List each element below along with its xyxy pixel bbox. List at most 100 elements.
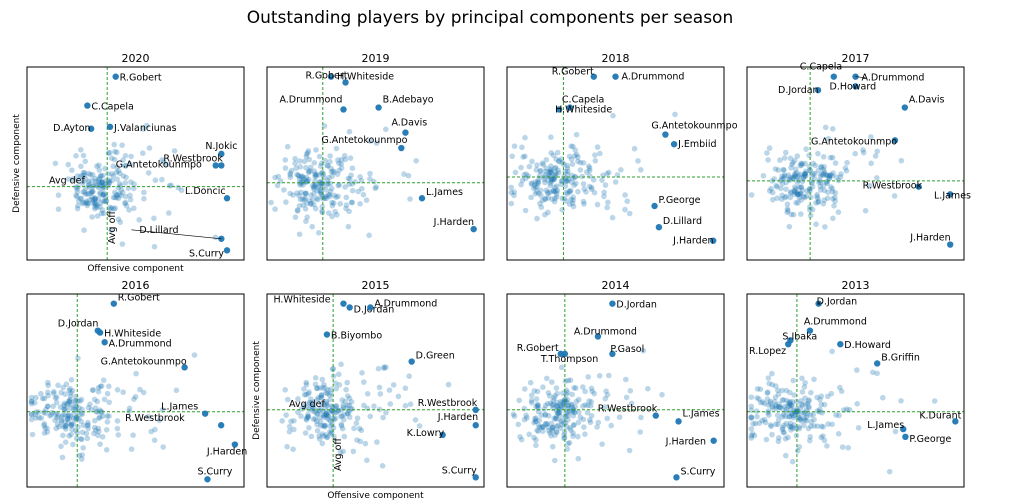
player-point: [784, 209, 790, 216]
player-label: B.Adebayo: [383, 95, 434, 106]
player-point: [337, 201, 344, 207]
player-point: [318, 404, 324, 411]
player-point: [130, 432, 136, 439]
player-point: [319, 194, 326, 200]
player-point: [518, 436, 525, 443]
player-point: [547, 182, 553, 189]
player-point: [80, 445, 86, 451]
player-point: [300, 174, 307, 181]
player-label: C.Capela: [562, 95, 604, 106]
player-point: [298, 173, 305, 180]
player-point: [868, 134, 874, 140]
player-point: [275, 173, 282, 180]
player-point: [145, 413, 152, 420]
player-point: [821, 169, 828, 175]
player-point: [166, 183, 173, 189]
player-point: [631, 145, 638, 152]
player-point: [886, 468, 893, 475]
player-point: [287, 172, 294, 178]
player-point: [78, 163, 84, 170]
player-point: [296, 176, 303, 182]
player-point: [43, 406, 49, 413]
player-point: [76, 198, 82, 204]
player-point: [799, 161, 806, 167]
player-point: [357, 174, 363, 180]
player-point: [304, 200, 310, 207]
player-point: [799, 402, 806, 409]
player-point: [778, 196, 785, 202]
player-point: [523, 412, 529, 419]
player-point: [49, 409, 55, 416]
player-point: [324, 411, 330, 418]
player-point: [114, 194, 120, 201]
player-point: [542, 412, 548, 418]
player-point: [341, 412, 348, 418]
player-point: [332, 208, 338, 215]
player-point: [311, 401, 318, 408]
player-point: [810, 171, 817, 177]
player-point: [112, 194, 118, 201]
player-point: [74, 205, 81, 212]
player-point: [775, 403, 782, 410]
player-point: [779, 192, 785, 199]
player-label: D.Jordan: [616, 300, 657, 311]
player-point: [794, 153, 801, 159]
player-point: [522, 386, 528, 392]
player-point: [84, 435, 91, 442]
player-point: [99, 434, 106, 440]
player-point: [390, 382, 397, 388]
player-point-highlight: [902, 433, 909, 441]
player-point: [532, 184, 539, 191]
player-point: [824, 195, 831, 201]
player-point: [342, 398, 349, 405]
player-point: [314, 427, 321, 434]
player-point: [122, 200, 128, 207]
player-point: [829, 196, 836, 202]
player-point: [565, 412, 571, 419]
player-point: [111, 156, 118, 163]
player-point: [291, 418, 297, 424]
player-point: [92, 201, 99, 208]
player-point: [811, 423, 817, 429]
player-point: [838, 171, 844, 177]
player-point: [588, 413, 595, 419]
player-point: [105, 171, 111, 177]
player-point: [769, 381, 776, 388]
player-point: [316, 172, 322, 178]
player-point: [323, 403, 330, 409]
player-point: [833, 412, 839, 418]
player-point: [772, 166, 779, 172]
player-point: [820, 166, 827, 173]
player-point: [802, 173, 809, 179]
player-point: [812, 162, 819, 169]
player-point: [931, 398, 938, 404]
player-point: [298, 189, 304, 196]
player-point: [771, 176, 778, 182]
player-point: [565, 402, 571, 409]
player-point: [792, 189, 799, 196]
player-point: [773, 383, 779, 389]
player-point: [74, 189, 81, 195]
player-point: [831, 203, 837, 209]
player-point: [787, 403, 793, 409]
player-point: [325, 387, 331, 393]
player-point: [586, 183, 593, 190]
player-point: [764, 396, 771, 402]
player-point: [114, 425, 121, 432]
player-point: [544, 189, 551, 196]
player-point: [352, 179, 358, 185]
player-point: [336, 382, 343, 388]
player-point: [309, 182, 316, 189]
player-point: [571, 385, 577, 391]
player-point: [564, 162, 571, 169]
player-point: [797, 191, 804, 197]
player-point: [298, 406, 305, 412]
player-point: [765, 389, 771, 396]
player-point: [829, 154, 836, 161]
player-point: [672, 111, 678, 118]
player-point: [401, 171, 407, 177]
player-point: [335, 157, 341, 163]
player-point: [318, 170, 325, 176]
player-point: [748, 432, 755, 439]
